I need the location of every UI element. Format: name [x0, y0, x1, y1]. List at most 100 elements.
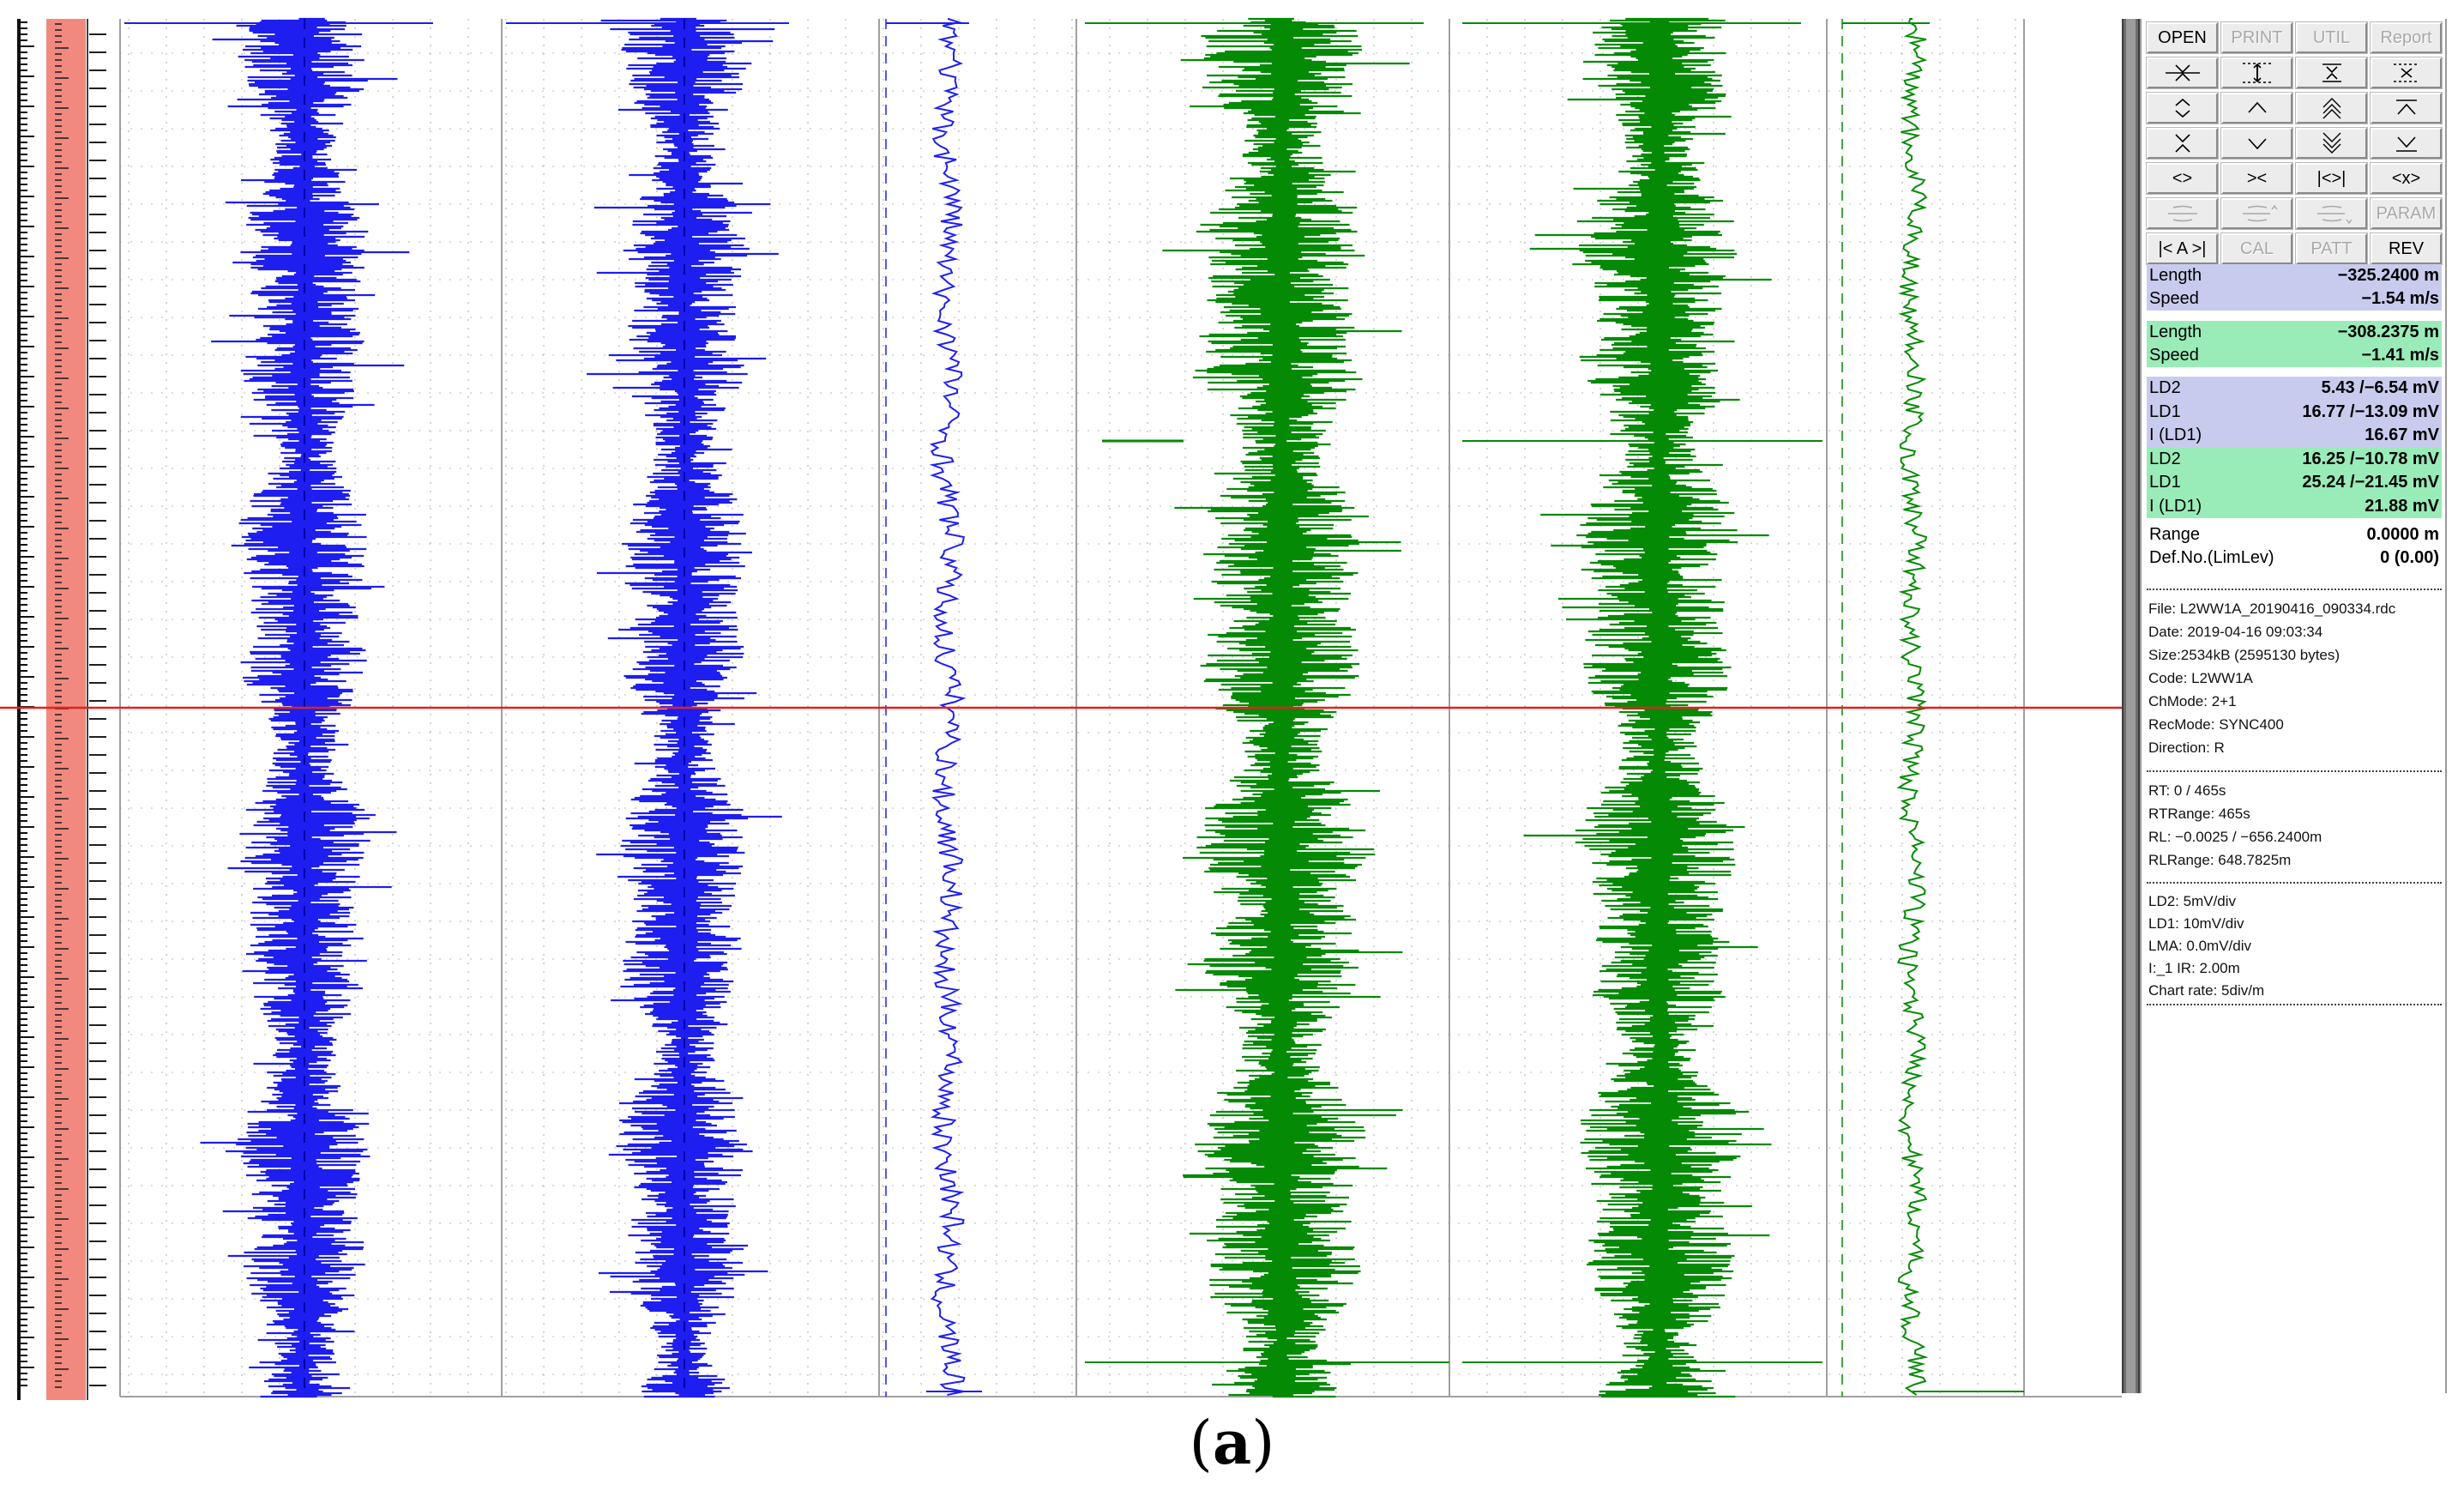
- util-button[interactable]: UTIL: [2295, 21, 2368, 54]
- green-length-row: Length −308.2375 m: [2147, 321, 2442, 344]
- cal-button[interactable]: CAL: [2220, 232, 2293, 265]
- rev-button[interactable]: REV: [2370, 232, 2443, 265]
- file-info-line: Date: 2019-04-16 09:03:34: [2148, 624, 2323, 640]
- patt-button[interactable]: PATT: [2295, 232, 2368, 265]
- file-info-line: File: L2WW1A_20190416_090334.rdc: [2148, 601, 2396, 617]
- scale-info-line: LD2: 5mV/div: [2148, 893, 2237, 909]
- ruler-edge: [17, 19, 21, 1400]
- defno-row: Def.No.(LimLev) 0 (0.00): [2147, 546, 2442, 570]
- scale-info-line: LD1: 10mV/div: [2148, 915, 2244, 932]
- bottom-arrow-button[interactable]: [2370, 127, 2443, 160]
- control-panel: OPEN PRINT UTIL Report <> >< |<>| <x> PARAM |< A …: [2140, 19, 2447, 1393]
- blue-speed-value: −1.54 m/s: [2361, 289, 2439, 308]
- param-button[interactable]: PARAM: [2370, 197, 2443, 230]
- zoom-collapse-icon: [2165, 64, 2200, 81]
- separator: [2147, 589, 2442, 590]
- report-button[interactable]: Report: [2370, 21, 2443, 54]
- zoom-expand-button[interactable]: [2220, 57, 2293, 89]
- ruler-band: [46, 19, 86, 1400]
- channel-value: 16.25 /−10.78 mV: [2302, 449, 2439, 468]
- channel-label: LD2: [2149, 449, 2181, 468]
- open-button-label: OPEN: [2158, 27, 2207, 47]
- rt-info: RT: 0 / 465s RTRange: 465s RL: −0.0025 / −…: [2148, 779, 2440, 872]
- channel-row: LD1 16.77 /−13.09 mV: [2147, 400, 2442, 424]
- diamond-up-down-button[interactable]: [2146, 92, 2219, 124]
- file-info-line: Size:2534kB (2595130 bytes): [2148, 647, 2340, 663]
- fit-height-icon: [2322, 63, 2341, 82]
- channel-readouts: LD2 5.43 /−6.54 mV LD1 16.77 /−13.09 mV I (L…: [2147, 377, 2442, 518]
- i-ld1-blue-trace: [929, 18, 967, 1396]
- file-info-line: Code: L2WW1A: [2148, 670, 2253, 686]
- range-row: Range 0.0000 m: [2147, 523, 2442, 546]
- separator: [2147, 882, 2442, 884]
- green-length-label: Length: [2149, 323, 2202, 341]
- print-button-label: PRINT: [2231, 27, 2283, 47]
- green-readout: Length −308.2375 m Speed −1.41 m/s: [2147, 321, 2442, 367]
- shift-down-button[interactable]: [2295, 197, 2368, 230]
- file-info-line: RecMode: SYNC400: [2148, 716, 2284, 733]
- double-chevron-up-button[interactable]: [2295, 92, 2368, 124]
- chevron-up-icon: [2247, 101, 2267, 113]
- shift-both-button[interactable]: [2146, 197, 2219, 230]
- btn-18-button[interactable]: |<>|: [2295, 162, 2368, 195]
- blue-length-value: −325.2400 m: [2337, 266, 2439, 285]
- channel-value: 21.88 mV: [2365, 496, 2439, 516]
- channel-row: I (LD1) 16.67 mV: [2147, 424, 2442, 448]
- channel-value: 16.67 mV: [2365, 426, 2439, 445]
- depth-ruler[interactable]: [17, 19, 111, 1400]
- param-button-label: PARAM: [2376, 203, 2437, 223]
- double-chevron-down-button[interactable]: [2146, 127, 2219, 160]
- zoom-collapse-button[interactable]: [2146, 57, 2219, 89]
- report-button-label: Report: [2380, 27, 2432, 47]
- shift-up-button[interactable]: [2220, 197, 2293, 230]
- channel-label: I (LD1): [2149, 496, 2202, 516]
- separator: [2147, 770, 2442, 772]
- file-info: File: L2WW1A_20190416_090334.rdc Date: 20…: [2148, 597, 2440, 759]
- a-button-label: |< A >|: [2158, 238, 2207, 258]
- rt-info-line: RTRange: 465s: [2148, 806, 2250, 822]
- chevron-up-button[interactable]: [2220, 92, 2293, 124]
- a-button[interactable]: |< A >|: [2146, 232, 2219, 265]
- chevron-down-icon: [2247, 138, 2267, 150]
- triple-chevron-down-button[interactable]: [2295, 127, 2368, 160]
- open-button[interactable]: OPEN: [2146, 21, 2219, 54]
- vertical-scrollbar[interactable]: [2122, 19, 2140, 1393]
- blue-speed-label: Speed: [2149, 289, 2199, 308]
- chevron-down-button[interactable]: [2220, 127, 2293, 160]
- rt-info-line: RL: −0.0025 / −656.2400m: [2148, 829, 2322, 845]
- channel-row: LD2 16.25 /−10.78 mV: [2147, 447, 2442, 471]
- rt-info-line: RT: 0 / 465s: [2148, 782, 2226, 799]
- double-chevron-down-icon: [2174, 134, 2190, 153]
- channel-label: LD2: [2149, 378, 2181, 398]
- zoom-dotted-button[interactable]: [2370, 57, 2443, 89]
- scrollbar-thumb[interactable]: [2126, 19, 2136, 1393]
- defno-value: 0 (0.00): [2380, 548, 2439, 567]
- ld1-blue-trace: [587, 17, 782, 1398]
- btn-17-button[interactable]: ><: [2220, 162, 2293, 195]
- triple-chevron-down-icon: [2322, 132, 2340, 154]
- green-speed-label: Speed: [2149, 346, 2199, 365]
- fit-height-button[interactable]: [2295, 57, 2368, 89]
- green-speed-value: −1.41 m/s: [2361, 346, 2439, 365]
- btn-18-button-label: |<>|: [2316, 168, 2347, 188]
- ld1-green-trace: [1523, 17, 1772, 1398]
- blue-readout: Length −325.2400 m Speed −1.54 m/s: [2147, 264, 2442, 311]
- x-button[interactable]: <x>: [2370, 162, 2443, 195]
- btn-16-button[interactable]: <>: [2146, 162, 2219, 195]
- btn-17-button-label: ><: [2246, 168, 2268, 188]
- channel-label: I (LD1): [2149, 426, 2202, 445]
- print-button[interactable]: PRINT: [2220, 21, 2293, 54]
- blue-length-row: Length −325.2400 m: [2147, 264, 2442, 287]
- caption-open: (: [1189, 1408, 1213, 1478]
- separator: [2147, 1004, 2442, 1005]
- util-button-label: UTIL: [2312, 27, 2351, 47]
- rt-info-line: RLRange: 648.7825m: [2148, 852, 2292, 868]
- scale-info-line: I:_1 IR: 2.00m: [2148, 960, 2240, 976]
- zoom-expand-icon: [2242, 63, 2272, 83]
- figure-caption: (a): [0, 1407, 2464, 1478]
- top-arrow-button[interactable]: [2370, 92, 2443, 124]
- trace-chart[interactable]: [0, 0, 2122, 1407]
- toolbar-grid: OPEN PRINT UTIL Report <> >< |<>| <x> PARAM |< A …: [2146, 21, 2443, 265]
- scale-info-line: Chart rate: 5div/m: [2148, 982, 2265, 999]
